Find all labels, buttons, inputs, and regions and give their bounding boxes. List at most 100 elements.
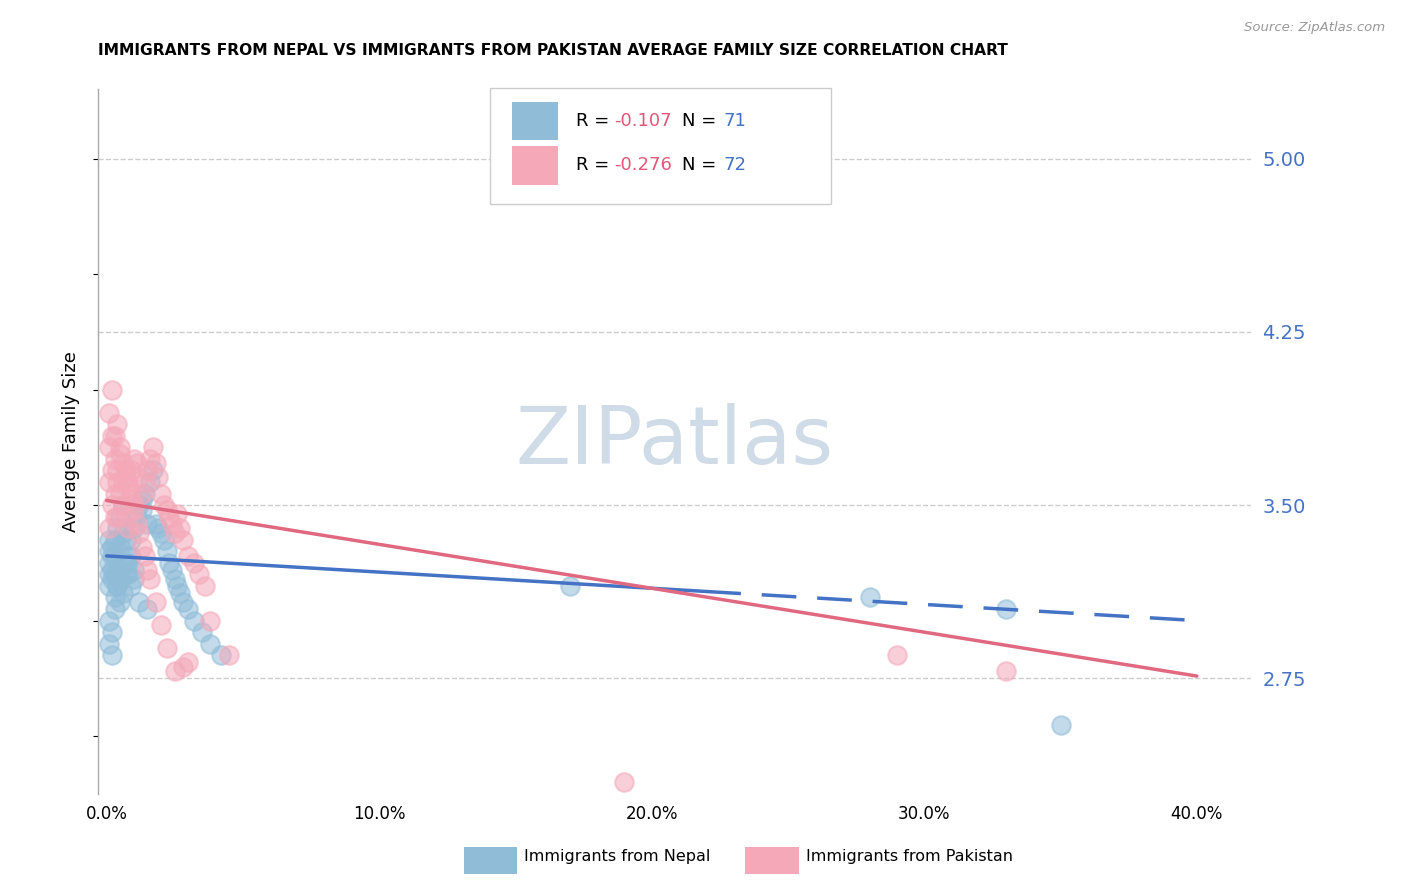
Point xyxy=(859,591,882,605)
Point xyxy=(155,641,177,656)
Point xyxy=(111,457,134,471)
Point xyxy=(107,463,129,477)
Point xyxy=(114,556,136,570)
Point xyxy=(110,440,132,454)
Point xyxy=(117,521,139,535)
Point xyxy=(120,486,142,500)
Point xyxy=(101,463,124,477)
Point xyxy=(125,457,148,471)
Point xyxy=(122,451,145,466)
Point xyxy=(183,614,205,628)
Point xyxy=(125,509,148,524)
FancyBboxPatch shape xyxy=(491,87,831,204)
Point xyxy=(194,579,217,593)
Point xyxy=(134,549,156,563)
Point xyxy=(128,525,150,540)
Point xyxy=(139,475,162,489)
Point xyxy=(142,440,165,454)
Point xyxy=(120,463,142,477)
Point xyxy=(98,567,121,582)
Point xyxy=(104,567,127,582)
Point xyxy=(117,475,139,489)
Point xyxy=(131,540,153,554)
Point xyxy=(1049,717,1071,731)
Point xyxy=(218,648,240,663)
Point xyxy=(120,579,142,593)
Text: 72: 72 xyxy=(723,156,747,174)
Point xyxy=(166,508,188,522)
Point xyxy=(163,525,186,540)
Point xyxy=(558,579,581,593)
Point xyxy=(104,486,127,500)
Point xyxy=(188,567,211,582)
Point xyxy=(148,470,170,484)
Text: 71: 71 xyxy=(723,112,747,130)
Point xyxy=(104,533,127,547)
Point xyxy=(150,618,173,632)
Point xyxy=(150,486,173,500)
Point xyxy=(101,498,124,512)
Point xyxy=(104,602,127,616)
Point xyxy=(177,602,200,616)
Point xyxy=(134,486,156,500)
Point xyxy=(98,533,121,547)
Point xyxy=(136,516,159,531)
Point xyxy=(107,563,129,577)
Point xyxy=(122,521,145,535)
Point xyxy=(177,655,200,669)
Point xyxy=(104,549,127,563)
Point xyxy=(136,463,159,477)
Point xyxy=(169,586,191,600)
Point xyxy=(101,625,124,640)
Point xyxy=(131,486,153,500)
FancyBboxPatch shape xyxy=(512,146,558,185)
Point xyxy=(122,498,145,512)
Point xyxy=(157,556,180,570)
Point xyxy=(177,549,200,563)
Point xyxy=(198,614,221,628)
Point xyxy=(101,563,124,577)
Point xyxy=(128,470,150,484)
Point xyxy=(142,463,165,477)
Point xyxy=(101,549,124,563)
Text: -0.276: -0.276 xyxy=(614,156,672,174)
Point xyxy=(101,429,124,443)
Text: -0.107: -0.107 xyxy=(614,112,672,130)
Point xyxy=(157,509,180,524)
Point xyxy=(98,556,121,570)
FancyBboxPatch shape xyxy=(512,102,558,140)
Point xyxy=(98,406,121,420)
Y-axis label: Average Family Size: Average Family Size xyxy=(62,351,80,532)
Point xyxy=(104,591,127,605)
Point xyxy=(122,572,145,586)
Point xyxy=(107,475,129,489)
Point xyxy=(101,383,124,397)
Point xyxy=(172,660,194,674)
Point xyxy=(107,509,129,524)
Point xyxy=(110,509,132,524)
Point xyxy=(114,470,136,484)
Point xyxy=(107,521,129,535)
Text: Source: ZipAtlas.com: Source: ZipAtlas.com xyxy=(1244,21,1385,34)
Point xyxy=(111,498,134,512)
Point xyxy=(163,572,186,586)
Point xyxy=(111,525,134,540)
Point xyxy=(98,544,121,558)
Text: N =: N = xyxy=(682,156,721,174)
Text: N =: N = xyxy=(682,112,721,130)
Point xyxy=(145,595,167,609)
Point xyxy=(172,533,194,547)
Point xyxy=(160,516,183,531)
Point xyxy=(117,556,139,570)
Point xyxy=(114,509,136,524)
Point xyxy=(128,595,150,609)
Point xyxy=(209,648,232,663)
Point xyxy=(107,417,129,432)
Point xyxy=(107,579,129,593)
Point xyxy=(104,429,127,443)
Point xyxy=(155,544,177,558)
Text: Immigrants from Nepal: Immigrants from Nepal xyxy=(524,849,711,863)
Point xyxy=(136,563,159,577)
Point xyxy=(101,648,124,663)
Point xyxy=(163,665,186,679)
